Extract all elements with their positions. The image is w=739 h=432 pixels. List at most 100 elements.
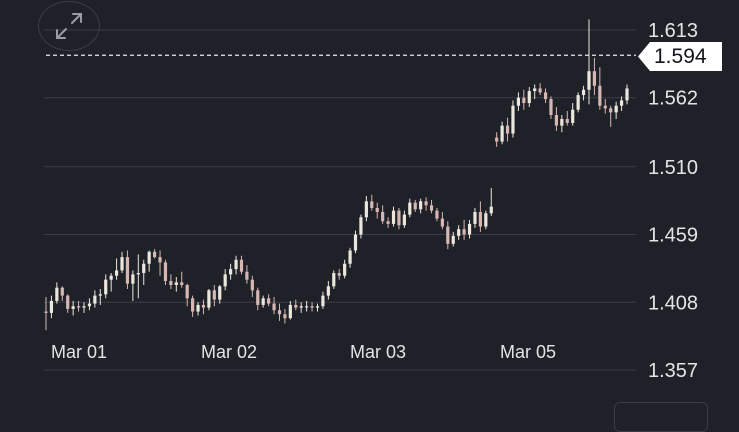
candle-body [294,304,298,308]
candle [125,250,130,289]
candle [142,259,146,285]
candle [364,196,368,222]
candle [581,85,586,101]
candle-body [625,88,629,101]
candle [370,194,374,211]
candle [495,132,499,147]
candle [283,308,287,324]
candle-body [180,282,184,285]
candle-body [353,234,358,251]
candle-body [125,257,130,284]
candle [315,303,320,312]
candle [375,202,379,219]
candle-body [76,306,81,308]
candle-body [332,273,336,287]
expand-chart-button[interactable] [38,1,100,51]
candle-body [592,71,597,86]
candle [473,207,477,228]
candle [500,121,504,145]
expand-icon [56,13,82,39]
candle-body [234,259,238,270]
candle-body [250,279,254,291]
candle [538,83,542,96]
candle-body [66,295,70,309]
candle-body [201,304,206,308]
candle-body [218,286,222,300]
candle-body [120,257,124,271]
x-tick-label: Mar 01 [51,342,107,362]
candle-body [603,105,607,109]
candle [136,254,140,299]
candle [234,255,238,275]
candle [98,288,102,305]
candle [71,300,75,316]
candle-body [440,218,444,227]
candle-body [163,262,168,282]
candle [250,275,254,297]
candle [239,255,244,275]
candle [66,294,70,313]
candle [440,211,444,230]
candle-body [82,306,86,308]
candle [104,274,108,299]
candle [163,259,168,285]
candle [277,303,282,321]
candle [576,92,580,113]
candle-body [223,274,227,287]
candle-body [527,91,531,104]
candle [131,270,135,301]
candle-body [495,137,499,142]
candle-body [457,229,461,236]
candle-body [614,105,618,113]
candle [294,299,298,311]
candle [603,99,607,114]
candle [451,231,455,247]
candle-body [114,270,119,276]
gridlines [44,29,636,371]
candle [402,210,406,228]
candle [201,299,206,315]
candle [353,230,358,254]
candle [527,87,531,108]
candle [326,281,330,300]
candle-body [576,95,580,110]
candle [332,270,336,289]
candle-body [375,207,379,212]
candle-body [516,97,521,106]
candle-body [587,71,591,90]
candle-body [207,290,211,308]
candle-body [543,92,548,100]
candle-body [538,88,542,93]
candle [560,115,564,133]
candle-body [277,310,282,315]
candle-body [391,210,396,224]
candle-body [158,257,162,263]
candle [516,92,521,112]
candle-body [446,226,450,244]
candle [467,219,472,239]
y-tick-label: 1.510 [648,157,698,179]
candle-body [554,115,559,126]
candle-body [49,300,54,313]
candle [381,205,385,224]
candle-body [169,281,173,285]
candle [543,88,548,104]
candle-body [424,201,428,206]
candle-body [397,210,401,226]
candle [424,197,428,211]
candle [109,273,113,292]
candle [571,103,575,126]
candle-body [267,298,271,304]
candle [87,298,92,311]
candle-body [484,213,488,227]
candle [229,263,233,280]
candle-body [429,205,434,211]
candle [218,285,222,304]
candle-body [560,118,564,126]
candle-body [321,295,325,307]
candle [60,286,64,301]
candle [261,295,265,308]
candle [343,259,347,279]
candle [462,219,466,240]
chart-control-button[interactable] [614,402,708,432]
